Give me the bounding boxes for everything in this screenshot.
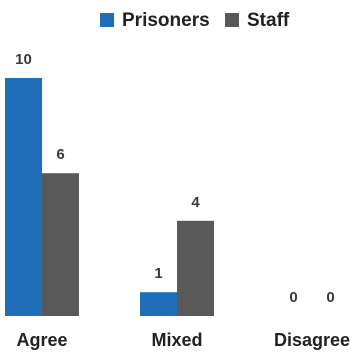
legend: Prisoners Staff (100, 10, 290, 31)
category-label-mixed: Mixed (151, 330, 202, 350)
bar-agree-prisoners (5, 78, 42, 316)
data-label-agree-prisoners: 10 (15, 51, 32, 68)
category-label-disagree: Disagree (274, 330, 350, 350)
category-labels-group: Agree Mixed Disagree (16, 330, 350, 350)
legend-label-staff: Staff (247, 10, 290, 31)
bars-group (5, 78, 214, 316)
legend-item-prisoners: Prisoners (100, 10, 210, 31)
data-label-disagree-staff: 0 (326, 289, 334, 306)
bar-mixed-staff (177, 220, 214, 316)
bar-agree-staff (42, 173, 79, 316)
data-label-disagree-prisoners: 0 (289, 289, 297, 306)
legend-swatch-staff (225, 13, 239, 27)
legend-swatch-prisoners (100, 13, 114, 27)
data-labels-group: 10 6 1 4 0 0 (15, 51, 335, 306)
data-label-mixed-prisoners: 1 (154, 265, 162, 282)
category-label-agree: Agree (16, 330, 67, 350)
data-label-agree-staff: 6 (56, 146, 64, 163)
data-label-mixed-staff: 4 (191, 194, 200, 211)
bar-mixed-prisoners (140, 292, 177, 316)
legend-label-prisoners: Prisoners (122, 10, 210, 31)
legend-item-staff: Staff (225, 10, 290, 31)
